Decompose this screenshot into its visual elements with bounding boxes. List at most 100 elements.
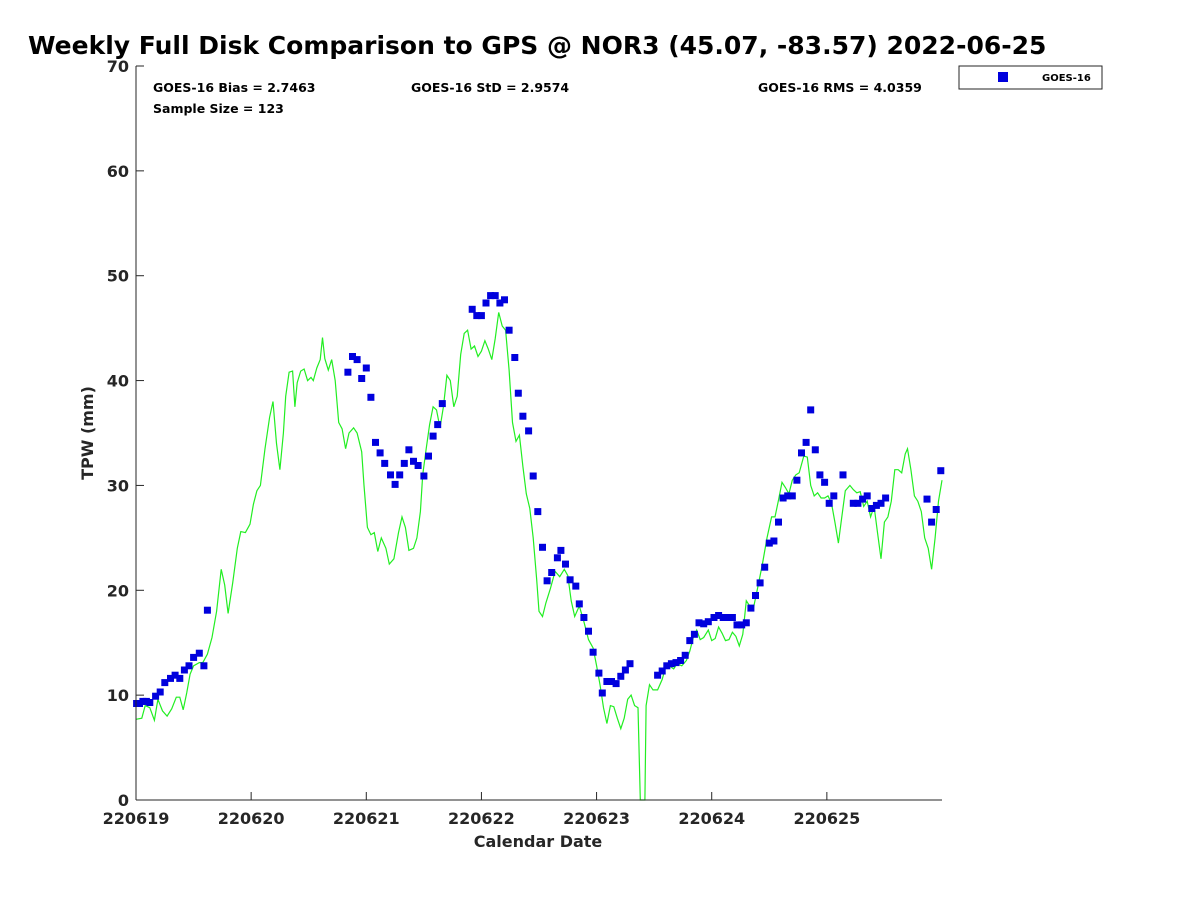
goes16-point: [171, 671, 179, 679]
goes16-point: [710, 614, 718, 621]
goes16-point: [396, 471, 404, 479]
goes16-point: [477, 312, 485, 320]
goes16-point: [195, 649, 203, 657]
goes16-point: [190, 653, 198, 661]
goes16-point: [203, 606, 211, 614]
x-tick-label: 220625: [793, 809, 860, 828]
goes16-point: [146, 699, 154, 706]
goes16-point: [658, 667, 666, 675]
legend-box: [958, 65, 1103, 90]
goes16-point: [872, 501, 880, 509]
goes16-point: [788, 492, 796, 500]
goes16-point: [185, 662, 193, 670]
goes16-point: [496, 299, 504, 307]
goes16-point: [617, 672, 625, 680]
goes16-point: [752, 592, 759, 599]
goes16-point: [738, 621, 746, 629]
goes16-point: [534, 508, 542, 516]
goes16-point: [525, 427, 533, 435]
goes16-point: [654, 671, 662, 679]
rms-stat: GOES-16 RMS = 4.0359: [758, 80, 922, 95]
goes16-point: [410, 457, 417, 465]
x-tick-label: 220624: [678, 809, 745, 828]
x-tick-label: 220622: [448, 809, 515, 828]
goes16-point: [372, 438, 379, 446]
goes16-point: [353, 356, 361, 364]
goes16-point: [784, 492, 792, 500]
goes16-point: [854, 499, 862, 507]
x-tick-label: 220621: [333, 809, 400, 828]
goes16-point: [514, 389, 522, 397]
goes16-point: [811, 446, 819, 454]
goes16-point: [176, 674, 184, 682]
goes16-point: [543, 577, 551, 585]
goes16-point: [761, 563, 769, 571]
std-stat: GOES-16 StD = 2.9574: [411, 80, 569, 95]
goes16-point: [487, 292, 495, 300]
goes16-point: [775, 518, 782, 526]
goes16-point: [807, 406, 815, 414]
goes16-point: [405, 446, 413, 454]
goes16-point: [557, 546, 565, 554]
goes16-point: [695, 619, 703, 627]
goes16-point: [686, 637, 694, 645]
goes16-point: [626, 660, 634, 668]
goes16-point: [438, 400, 446, 408]
goes16-point: [387, 471, 394, 479]
goes16-point: [529, 472, 537, 480]
y-tick-label: 30: [107, 476, 129, 495]
goes16-point: [152, 692, 160, 700]
goes16-point: [505, 326, 513, 334]
y-tick-label: 0: [118, 791, 129, 810]
goes16-point: [704, 618, 712, 626]
goes16-point: [728, 614, 736, 621]
goes16-point: [167, 674, 174, 682]
goes16-point: [200, 662, 208, 670]
goes16-series: [133, 292, 945, 707]
x-tick-label: 220619: [103, 809, 170, 828]
goes16-point: [429, 432, 437, 440]
goes16-point: [621, 666, 629, 674]
goes16-point: [770, 537, 778, 545]
goes16-point: [414, 462, 422, 469]
goes16-point: [937, 467, 945, 475]
goes16-point: [672, 659, 680, 667]
x-tick-label: 220623: [563, 809, 630, 828]
y-tick-label: 50: [107, 267, 129, 286]
goes16-point: [700, 620, 708, 628]
goes16-point: [482, 299, 490, 307]
goes16-point: [425, 452, 432, 460]
goes16-point: [519, 412, 527, 420]
goes16-point: [562, 560, 569, 568]
sample-size-stat: Sample Size = 123: [153, 101, 284, 116]
goes16-point: [765, 539, 773, 547]
legend: GOES-16: [958, 65, 1103, 90]
y-tick-label: 60: [107, 162, 129, 181]
goes16-point: [877, 499, 885, 507]
goes16-point: [839, 471, 847, 479]
plot-area: 0 10 20 30 40 50 60 70 220619 220620 220621 220622 2…: [103, 57, 945, 828]
y-tick-label: 70: [107, 57, 129, 76]
goes16-point: [468, 305, 476, 313]
goes16-point: [830, 492, 838, 500]
goes16-point: [608, 678, 615, 685]
goes16-point: [161, 679, 169, 687]
goes16-point: [681, 651, 689, 659]
chart-title: Weekly Full Disk Comparison to GPS @ NOR…: [28, 31, 1046, 60]
goes16-point: [742, 619, 750, 627]
gps-line: [135, 312, 943, 801]
goes16-point: [821, 478, 829, 486]
goes16-point: [381, 459, 389, 467]
goes16-point: [367, 393, 375, 401]
goes16-point: [816, 471, 824, 479]
goes16-point: [677, 657, 685, 664]
goes16-point: [932, 506, 940, 513]
goes16-point: [572, 582, 580, 590]
legend-label: GOES-16: [1042, 73, 1091, 84]
goes16-point: [719, 614, 727, 621]
goes16-point: [747, 604, 755, 612]
goes16-point: [362, 364, 370, 372]
goes16-point: [825, 499, 833, 507]
goes16-point: [180, 666, 188, 674]
